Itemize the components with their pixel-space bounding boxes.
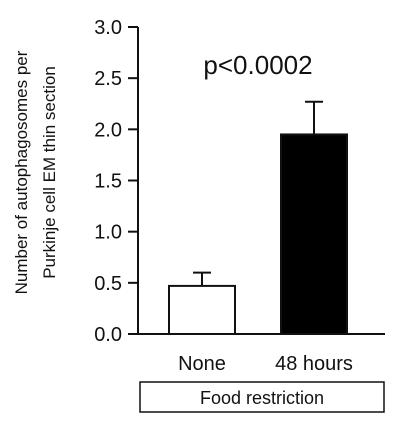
bars <box>168 133 348 335</box>
y-axis-ticks: 0.0 0.5 1.0 1.5 2.0 2.5 3.0 <box>94 17 138 346</box>
bar <box>168 284 236 335</box>
x-category-label: None <box>178 353 226 375</box>
y-tick-label: 1.0 <box>94 222 122 244</box>
x-category-label: 48 hours <box>275 353 353 375</box>
y-tick-label: 0.0 <box>94 324 122 346</box>
group-label: Food restriction <box>200 388 324 408</box>
error-bars <box>193 100 323 286</box>
y-tick-label: 1.5 <box>94 171 122 193</box>
x-axis-labels: None 48 hours <box>178 353 353 375</box>
y-axis-label-line: Number of autophagosomes per <box>12 50 31 294</box>
axes <box>137 27 385 335</box>
y-tick-label: 2.5 <box>94 68 122 90</box>
y-axis-label: Number of autophagosomes per Purkinje cel… <box>12 50 59 294</box>
p-value-annotation: p<0.0002 <box>203 50 312 80</box>
bar <box>280 133 348 335</box>
group-label-frame <box>139 381 385 413</box>
y-tick-label: 0.5 <box>94 273 122 295</box>
y-axis-label-line: Purkinje cell EM thin section <box>40 66 59 279</box>
group-label-box: Food restriction <box>139 381 385 413</box>
y-tick-label: 2.0 <box>94 119 122 141</box>
y-tick-label: 3.0 <box>94 17 122 39</box>
